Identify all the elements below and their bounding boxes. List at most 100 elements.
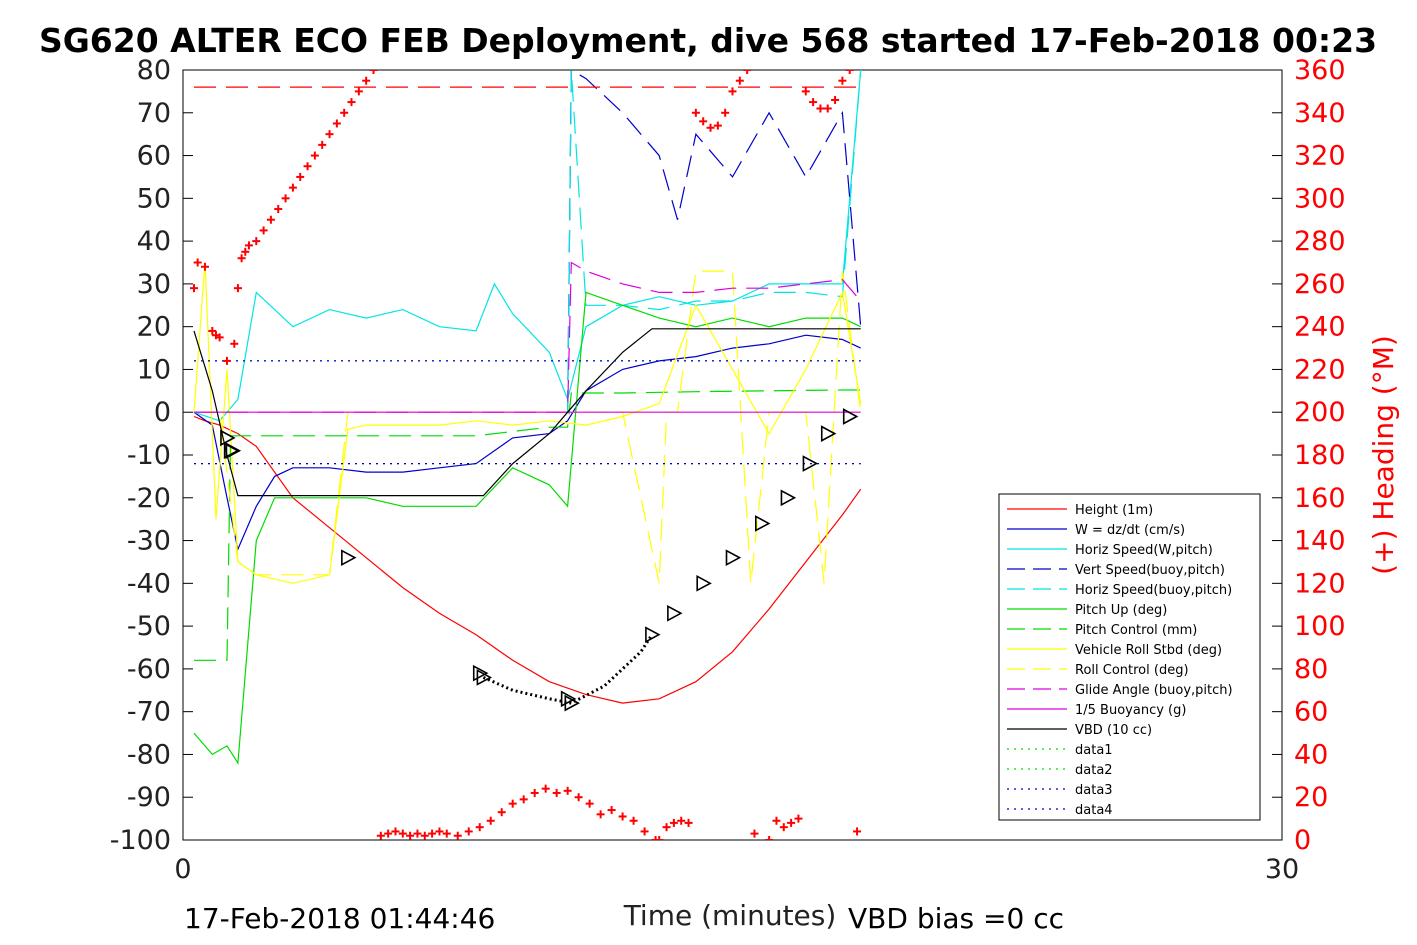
y-tick-label: -70 (127, 697, 171, 728)
heading-point (838, 76, 847, 85)
legend-label: Horiz Speed(W,pitch) (1075, 543, 1213, 558)
y-right-axis-label: (+) Heading (°M) (1367, 335, 1400, 575)
heading-point (677, 816, 686, 825)
legend-label: VBD (10 cc) (1075, 723, 1152, 738)
heading-point (332, 119, 341, 128)
heading-point (728, 87, 737, 96)
legend-label: Vert Speed(buoy,pitch) (1075, 563, 1225, 578)
triangle-marker (842, 408, 859, 425)
heading-point (699, 117, 708, 126)
heading-point (787, 818, 796, 827)
y-right-tick-label: 60 (1294, 697, 1328, 728)
legend-label: Pitch Control (mm) (1075, 623, 1197, 638)
heading-point (362, 76, 371, 85)
heading-point (420, 831, 429, 840)
legend-label: data2 (1075, 763, 1113, 778)
legend-label: Pitch Up (deg) (1075, 603, 1167, 618)
y-tick-label: 30 (137, 269, 171, 300)
y-tick-label: 20 (137, 312, 171, 343)
triangle-marker (476, 669, 493, 686)
heading-point (519, 795, 528, 804)
triangle-marker (755, 515, 771, 532)
heading-point (794, 814, 803, 823)
heading-point (325, 130, 334, 139)
heading-point (259, 226, 268, 235)
heading-point (779, 823, 788, 832)
heading-point (354, 87, 363, 96)
heading-point (303, 162, 312, 171)
triangle-marker (645, 626, 661, 644)
y-tick-label: 0 (154, 397, 171, 428)
heading-point (691, 108, 700, 117)
heading-point (772, 816, 781, 825)
y-right-tick-label: 140 (1294, 526, 1346, 557)
footer-vbd-bias: VBD bias =0 cc (848, 902, 1064, 935)
heading-point (508, 799, 517, 808)
heading-point (288, 183, 297, 192)
heading-point (845, 70, 854, 74)
heading-point (629, 816, 638, 825)
triangle-marker (725, 549, 742, 567)
heading-point (274, 205, 283, 214)
heading-point (340, 108, 349, 117)
y-right-tick-label: 300 (1294, 183, 1346, 214)
series-line-3 (567, 70, 862, 413)
heading-point (376, 831, 385, 840)
y-right-tick-label: 120 (1294, 568, 1346, 599)
y-tick-label: 10 (137, 354, 171, 385)
heading-point (662, 823, 671, 832)
y-right-tick-label: 320 (1294, 141, 1346, 172)
heading-point (721, 108, 730, 117)
heading-point (475, 823, 484, 832)
heading-point (801, 87, 810, 96)
triangle-marker (472, 664, 489, 682)
y-right-tick-label: 340 (1294, 98, 1346, 129)
legend-label: Horiz Speed(buoy,pitch) (1075, 583, 1232, 598)
legend-label: data1 (1075, 743, 1113, 758)
series-line-9 (194, 261, 862, 413)
legend-box (998, 493, 1261, 821)
triangle-marker (560, 690, 577, 708)
heading-point (552, 788, 561, 797)
heading-point (233, 284, 242, 293)
heading-point (684, 818, 693, 827)
heading-point (215, 333, 224, 342)
y-tick-label: -50 (127, 611, 171, 642)
legend-label: W = dz/dt (cm/s) (1075, 523, 1185, 538)
heading-point (296, 172, 305, 181)
heading-point (189, 284, 198, 293)
y-right-tick-label: 100 (1294, 611, 1346, 642)
y-right-tick-label: 80 (1294, 654, 1328, 685)
y-tick-label: 60 (137, 141, 171, 172)
heading-point (640, 827, 649, 836)
y-right-tick-label: 260 (1294, 269, 1346, 300)
heading-point (230, 339, 239, 348)
heading-point (200, 262, 209, 271)
heading-point (486, 816, 495, 825)
y-right-tick-label: 160 (1294, 483, 1346, 514)
legend-label: Roll Control (deg) (1075, 663, 1189, 678)
heading-point (706, 123, 715, 132)
heading-point (669, 818, 678, 827)
legend-label: Glide Angle (buoy,pitch) (1075, 683, 1233, 698)
heading-point (266, 215, 275, 224)
triangle-marker (564, 694, 581, 712)
x-axis-label: Time (minutes) (623, 899, 837, 932)
heading-point (442, 829, 451, 838)
y-right-tick-label: 40 (1294, 739, 1328, 770)
heading-point (244, 241, 253, 250)
y-right-tick-label: 0 (1294, 825, 1311, 856)
heading-point (384, 829, 393, 838)
x-tick-label: 0 (174, 854, 191, 885)
series-line-2 (193, 70, 862, 422)
heading-point (574, 793, 583, 802)
legend-label: data3 (1075, 783, 1113, 798)
heading-point (816, 104, 825, 113)
heading-point (453, 831, 462, 840)
y-tick-label: -40 (127, 568, 171, 599)
heading-point (464, 827, 473, 836)
heading-point (735, 76, 744, 85)
heading-point (541, 784, 550, 793)
heading-point (241, 247, 250, 256)
y-right-tick-label: 200 (1294, 397, 1346, 428)
